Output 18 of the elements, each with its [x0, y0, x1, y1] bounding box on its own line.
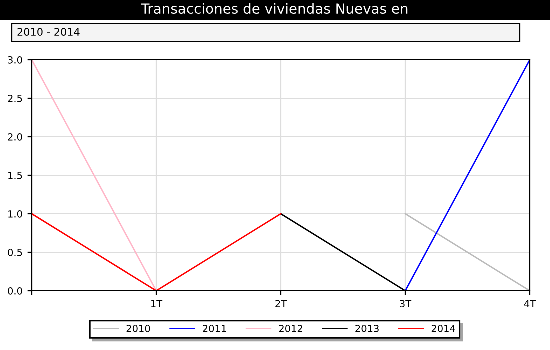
y-tick-label: 0.5	[8, 248, 22, 256]
y-tick-label: 1.0	[8, 210, 22, 218]
y-tick-label: 3.0	[8, 56, 22, 64]
x-tick-label: 1T	[152, 300, 163, 308]
y-tick-label: 2.5	[8, 94, 22, 102]
x-tick-label: 4T	[524, 300, 536, 308]
x-tick-label: 2T	[276, 300, 288, 308]
legend-label: 2013	[356, 325, 379, 332]
legend-label: 2014	[432, 325, 456, 332]
legend-label: 2012	[279, 325, 302, 332]
x-tick-label: 3T	[400, 300, 412, 308]
chart-subtitle: 2010 - 2014	[18, 28, 80, 36]
y-tick-label: 2.0	[8, 133, 22, 141]
legend-label: 2010	[126, 325, 150, 332]
chart-title: Transacciones de viviendas Nuevas en	[141, 3, 408, 14]
y-tick-label: 1.5	[8, 172, 22, 180]
y-tick-label: 0.0	[8, 287, 22, 295]
legend-label: 2011	[203, 325, 226, 332]
